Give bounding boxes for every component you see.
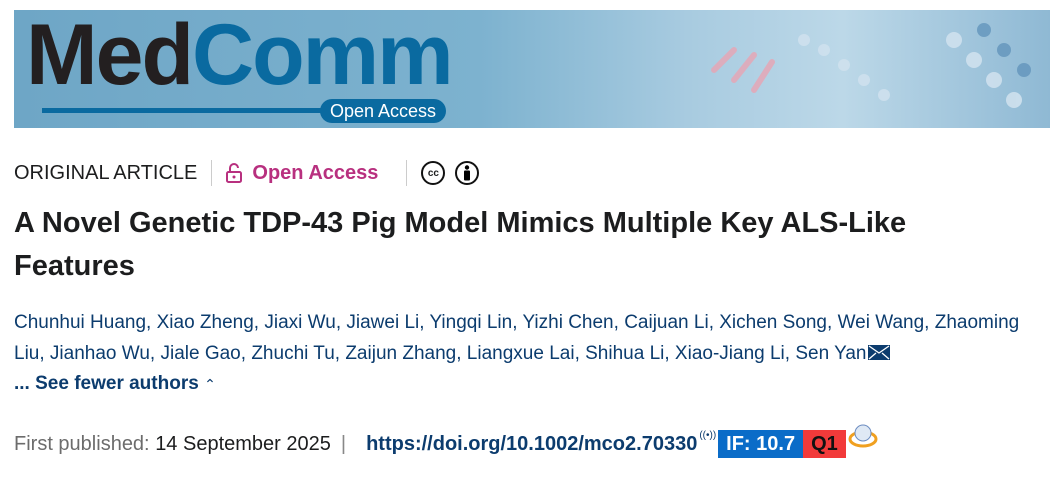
chevron-up-icon: ⌃ [204,376,216,392]
quartile-badge: Q1 [803,429,846,458]
author-link[interactable]: Jiale Gao [160,342,241,364]
open-access-label: Open Access [226,162,378,185]
article-type: ORIGINAL ARTICLE [14,161,198,184]
impact-factor-badge: IF: 10.7 [718,429,804,458]
journal-banner[interactable]: MedComm Open Access [14,10,1050,128]
doi-link[interactable]: https://doi.org/10.1002/mco2.70330 [366,432,698,455]
author-link[interactable]: Shihua Li [585,342,665,364]
first-published-label: First published: [14,432,150,455]
author-link[interactable]: Chunhui Huang [14,312,147,333]
article-title: A Novel Genetic TDP-43 Pig Model Mimics … [14,207,907,282]
separator: | [340,432,347,455]
divider [211,160,213,186]
logo-underline [42,108,332,113]
author-link[interactable]: Sen Yan [795,342,867,364]
unlock-icon [226,163,243,183]
author-link[interactable]: Yingqi Lin [429,312,513,333]
divider [406,160,408,186]
medcomm-logo: MedComm [26,10,454,103]
see-fewer-authors-button[interactable]: ... See fewer authors ⌃ [14,373,216,394]
publication-info: First published: 14 September 2025 | htt… [14,424,1044,458]
author-list: Chunhui Huang, Xiao Zheng, Jiaxi Wu, Jia… [14,312,1020,394]
author-link[interactable]: Xiao Zheng [156,312,254,333]
author-link[interactable]: Jianhao Wu [49,342,150,364]
published-date: 14 September 2025 [155,432,331,455]
broadcast-icon: ((•)) [699,429,717,441]
author-link[interactable]: Liangxue Lai [466,342,575,364]
author-link[interactable]: Xiao-Jiang Li [674,342,785,364]
author-link[interactable]: Zhaoming Liu [14,312,1020,364]
author-link[interactable]: Jiaxi Wu [264,312,336,333]
author-link[interactable]: Wei Wang [837,312,925,333]
author-link[interactable]: Zhuchi Tu [251,342,335,364]
article-meta-row: ORIGINAL ARTICLE Open Access cc [14,158,1044,188]
logo-open-access-badge: Open Access [320,99,447,123]
journal-rank-icon[interactable] [848,424,878,450]
author-link[interactable]: Xichen Song [719,312,827,333]
attribution-icon[interactable] [455,161,480,185]
author-link[interactable]: Jiawei Li [346,312,420,333]
author-link[interactable]: Caijuan Li [624,312,709,333]
author-link[interactable]: Zaijun Zhang [345,342,457,364]
email-icon[interactable] [868,344,891,360]
dna-illustration [711,23,1031,108]
author-link[interactable]: Yizhi Chen [522,312,614,333]
creative-commons-icon[interactable]: cc [421,161,446,185]
